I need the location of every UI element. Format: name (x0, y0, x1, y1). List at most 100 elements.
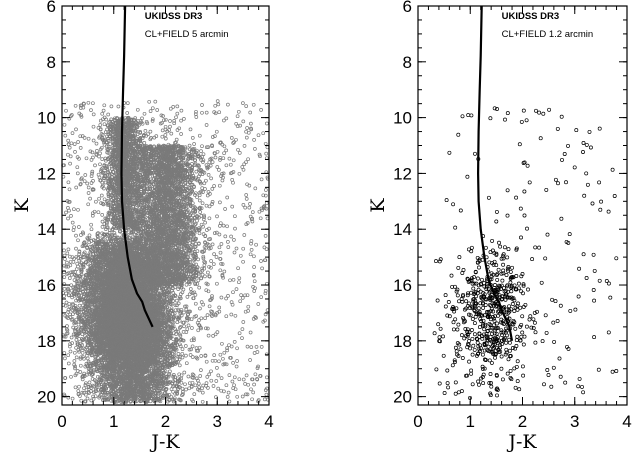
data-point (216, 386, 221, 391)
scatter-points-left (61, 99, 270, 405)
data-point (249, 121, 253, 126)
data-point (249, 248, 254, 252)
data-point (190, 201, 195, 206)
data-point (95, 149, 99, 153)
data-point (224, 148, 229, 153)
data-point (172, 311, 177, 316)
data-point (222, 151, 226, 156)
data-point (201, 152, 206, 157)
data-point (265, 375, 269, 380)
data-point (182, 310, 186, 315)
data-point (62, 282, 67, 286)
data-point (237, 151, 242, 155)
data-point (236, 266, 240, 271)
data-point (197, 231, 202, 236)
data-point (175, 389, 179, 394)
data-point (178, 344, 183, 349)
data-point (263, 141, 268, 146)
data-point (78, 146, 83, 150)
data-point (197, 133, 202, 138)
data-point (210, 160, 215, 164)
data-point (231, 141, 236, 145)
data-point (172, 121, 177, 126)
data-point (68, 154, 73, 159)
data-point (227, 156, 232, 161)
data-point (184, 353, 188, 358)
data-point (236, 109, 241, 114)
data-point (160, 128, 165, 133)
data-point (224, 383, 229, 388)
data-point (86, 136, 91, 141)
data-point (199, 158, 203, 162)
data-point (84, 388, 89, 393)
data-point (90, 150, 95, 155)
data-point (77, 225, 81, 229)
data-point (66, 152, 70, 157)
data-point (248, 358, 252, 362)
data-point (66, 353, 71, 358)
data-point (168, 124, 172, 129)
data-point (251, 102, 256, 107)
data-point (233, 313, 238, 318)
data-point (220, 262, 225, 266)
data-point (184, 387, 188, 392)
data-point (234, 246, 239, 251)
data-point (63, 356, 67, 361)
data-point (202, 266, 207, 271)
data-point (243, 205, 248, 210)
data-point (179, 132, 183, 136)
data-point (73, 385, 78, 390)
data-point (231, 158, 236, 163)
data-point (231, 290, 235, 295)
data-point (94, 141, 99, 146)
data-point (240, 296, 245, 300)
data-point (169, 131, 174, 136)
data-point (254, 345, 259, 349)
data-point (188, 257, 192, 262)
data-point (201, 302, 206, 307)
data-point (262, 397, 267, 402)
data-point (244, 193, 249, 197)
data-point (200, 390, 205, 395)
data-point (197, 198, 202, 203)
data-point (225, 346, 229, 350)
data-point (173, 308, 178, 313)
data-point (230, 204, 235, 209)
data-point (198, 172, 202, 177)
data-point (97, 154, 101, 159)
data-point (183, 344, 188, 348)
data-point (199, 149, 203, 153)
data-point (106, 112, 111, 117)
data-point (72, 350, 77, 355)
data-point (262, 245, 267, 250)
data-point (237, 331, 242, 336)
data-point (264, 201, 269, 206)
data-point (207, 216, 212, 221)
data-point (174, 115, 178, 120)
data-point (213, 103, 218, 108)
data-point (100, 157, 105, 161)
data-point (192, 392, 197, 396)
data-point (225, 195, 230, 200)
data-point (226, 245, 231, 249)
data-point (66, 216, 70, 221)
data-point (142, 111, 147, 116)
data-point (240, 394, 245, 399)
data-point (69, 374, 73, 379)
data-point (184, 282, 189, 287)
data-point (261, 131, 266, 136)
data-point (63, 133, 68, 138)
data-point (221, 156, 226, 161)
data-point (182, 370, 187, 375)
data-point (99, 145, 104, 150)
data-point (182, 117, 186, 121)
data-point (98, 151, 102, 156)
data-point (231, 277, 236, 282)
data-point (88, 196, 92, 201)
data-point (219, 242, 224, 246)
data-point (188, 127, 193, 132)
data-point (200, 144, 204, 149)
data-point (135, 107, 140, 112)
data-point (232, 238, 236, 242)
